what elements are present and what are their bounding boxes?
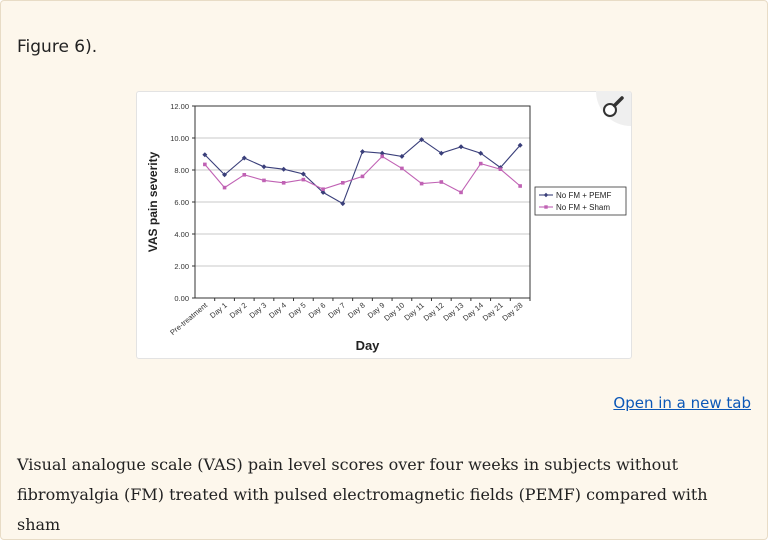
- chart-figure[interactable]: [136, 91, 632, 359]
- data-point: [242, 173, 247, 177]
- data-point: [202, 152, 208, 158]
- data-point: [400, 166, 404, 171]
- x-tick-label: Day 12: [422, 301, 446, 323]
- x-tick-label: Day 3: [247, 301, 268, 320]
- y-axis-label: VAS pain severity: [146, 151, 160, 252]
- data-point: [360, 149, 365, 155]
- x-tick-label: Day 7: [326, 301, 347, 320]
- magnifier-icon: [603, 96, 624, 117]
- x-axis-label: Day: [356, 338, 381, 353]
- data-point: [478, 150, 484, 156]
- data-point: [222, 172, 228, 178]
- x-tick-label: Day 6: [307, 301, 328, 320]
- legend: [534, 186, 627, 216]
- x-tick-label: Day 5: [287, 301, 308, 320]
- data-point: [360, 174, 365, 179]
- data-point: [438, 150, 444, 156]
- y-tick-label: 2.00: [174, 262, 189, 271]
- data-point: [203, 162, 207, 167]
- data-point: [478, 161, 483, 166]
- data-point: [261, 164, 267, 170]
- legend-marker: [544, 205, 548, 209]
- data-point: [301, 177, 306, 182]
- y-tick-label: 6.00: [174, 198, 189, 207]
- x-tick-label: Pre-treatment: [168, 300, 210, 337]
- data-point: [300, 171, 306, 177]
- data-point: [320, 189, 326, 195]
- data-point: [498, 167, 503, 171]
- data-point: [241, 155, 247, 161]
- y-tick-label: 12.00: [170, 102, 189, 111]
- y-tick-label: 8.00: [174, 166, 189, 175]
- data-point: [222, 185, 227, 190]
- data-point: [419, 137, 425, 143]
- figure-caption: Visual analogue scale (VAS) pain level s…: [17, 455, 708, 534]
- x-tick-label: Day 8: [346, 301, 367, 320]
- x-tick-label: Day 21: [481, 301, 505, 323]
- data-point: [379, 150, 385, 156]
- data-point: [459, 190, 463, 195]
- open-in-new-tab-link[interactable]: Open in a new tab: [613, 394, 751, 412]
- x-tick-label: Day 28: [500, 301, 524, 323]
- data-point: [517, 142, 523, 148]
- x-tick-label: Day 4: [267, 301, 288, 320]
- data-point: [340, 201, 346, 207]
- data-point: [340, 181, 345, 185]
- data-point: [518, 184, 522, 188]
- y-tick-label: 4.00: [174, 230, 189, 239]
- zoom-button[interactable]: [596, 91, 631, 126]
- data-point: [439, 180, 444, 184]
- x-tick-label: Day 14: [461, 301, 485, 323]
- y-tick-label: 0.00: [174, 294, 189, 303]
- data-point: [262, 178, 266, 183]
- legend-label: No FM + PEMF: [556, 191, 611, 200]
- figure-heading: Figure 6).: [17, 37, 98, 57]
- plot-area: [194, 105, 531, 299]
- legend-label: No FM + Sham: [556, 203, 610, 212]
- x-tick-label: Day 13: [441, 301, 465, 323]
- legend-marker: [543, 192, 549, 198]
- data-point: [281, 166, 287, 172]
- data-point: [419, 181, 424, 186]
- x-tick-label: Day 1: [208, 301, 229, 320]
- data-point: [458, 144, 464, 150]
- y-tick-label: 10.00: [170, 134, 189, 143]
- x-tick-label: Day 11: [402, 301, 426, 323]
- x-tick-label: Day 2: [228, 301, 249, 320]
- line-chart: 0.00 2.00 4.00 6.00 8.00 10.00 12.00 Pre-treatm…: [146, 102, 627, 353]
- x-tick-label: Day 10: [382, 301, 406, 323]
- data-point: [321, 187, 325, 191]
- data-point: [380, 154, 385, 159]
- data-point: [399, 153, 405, 159]
- data-point: [281, 181, 286, 185]
